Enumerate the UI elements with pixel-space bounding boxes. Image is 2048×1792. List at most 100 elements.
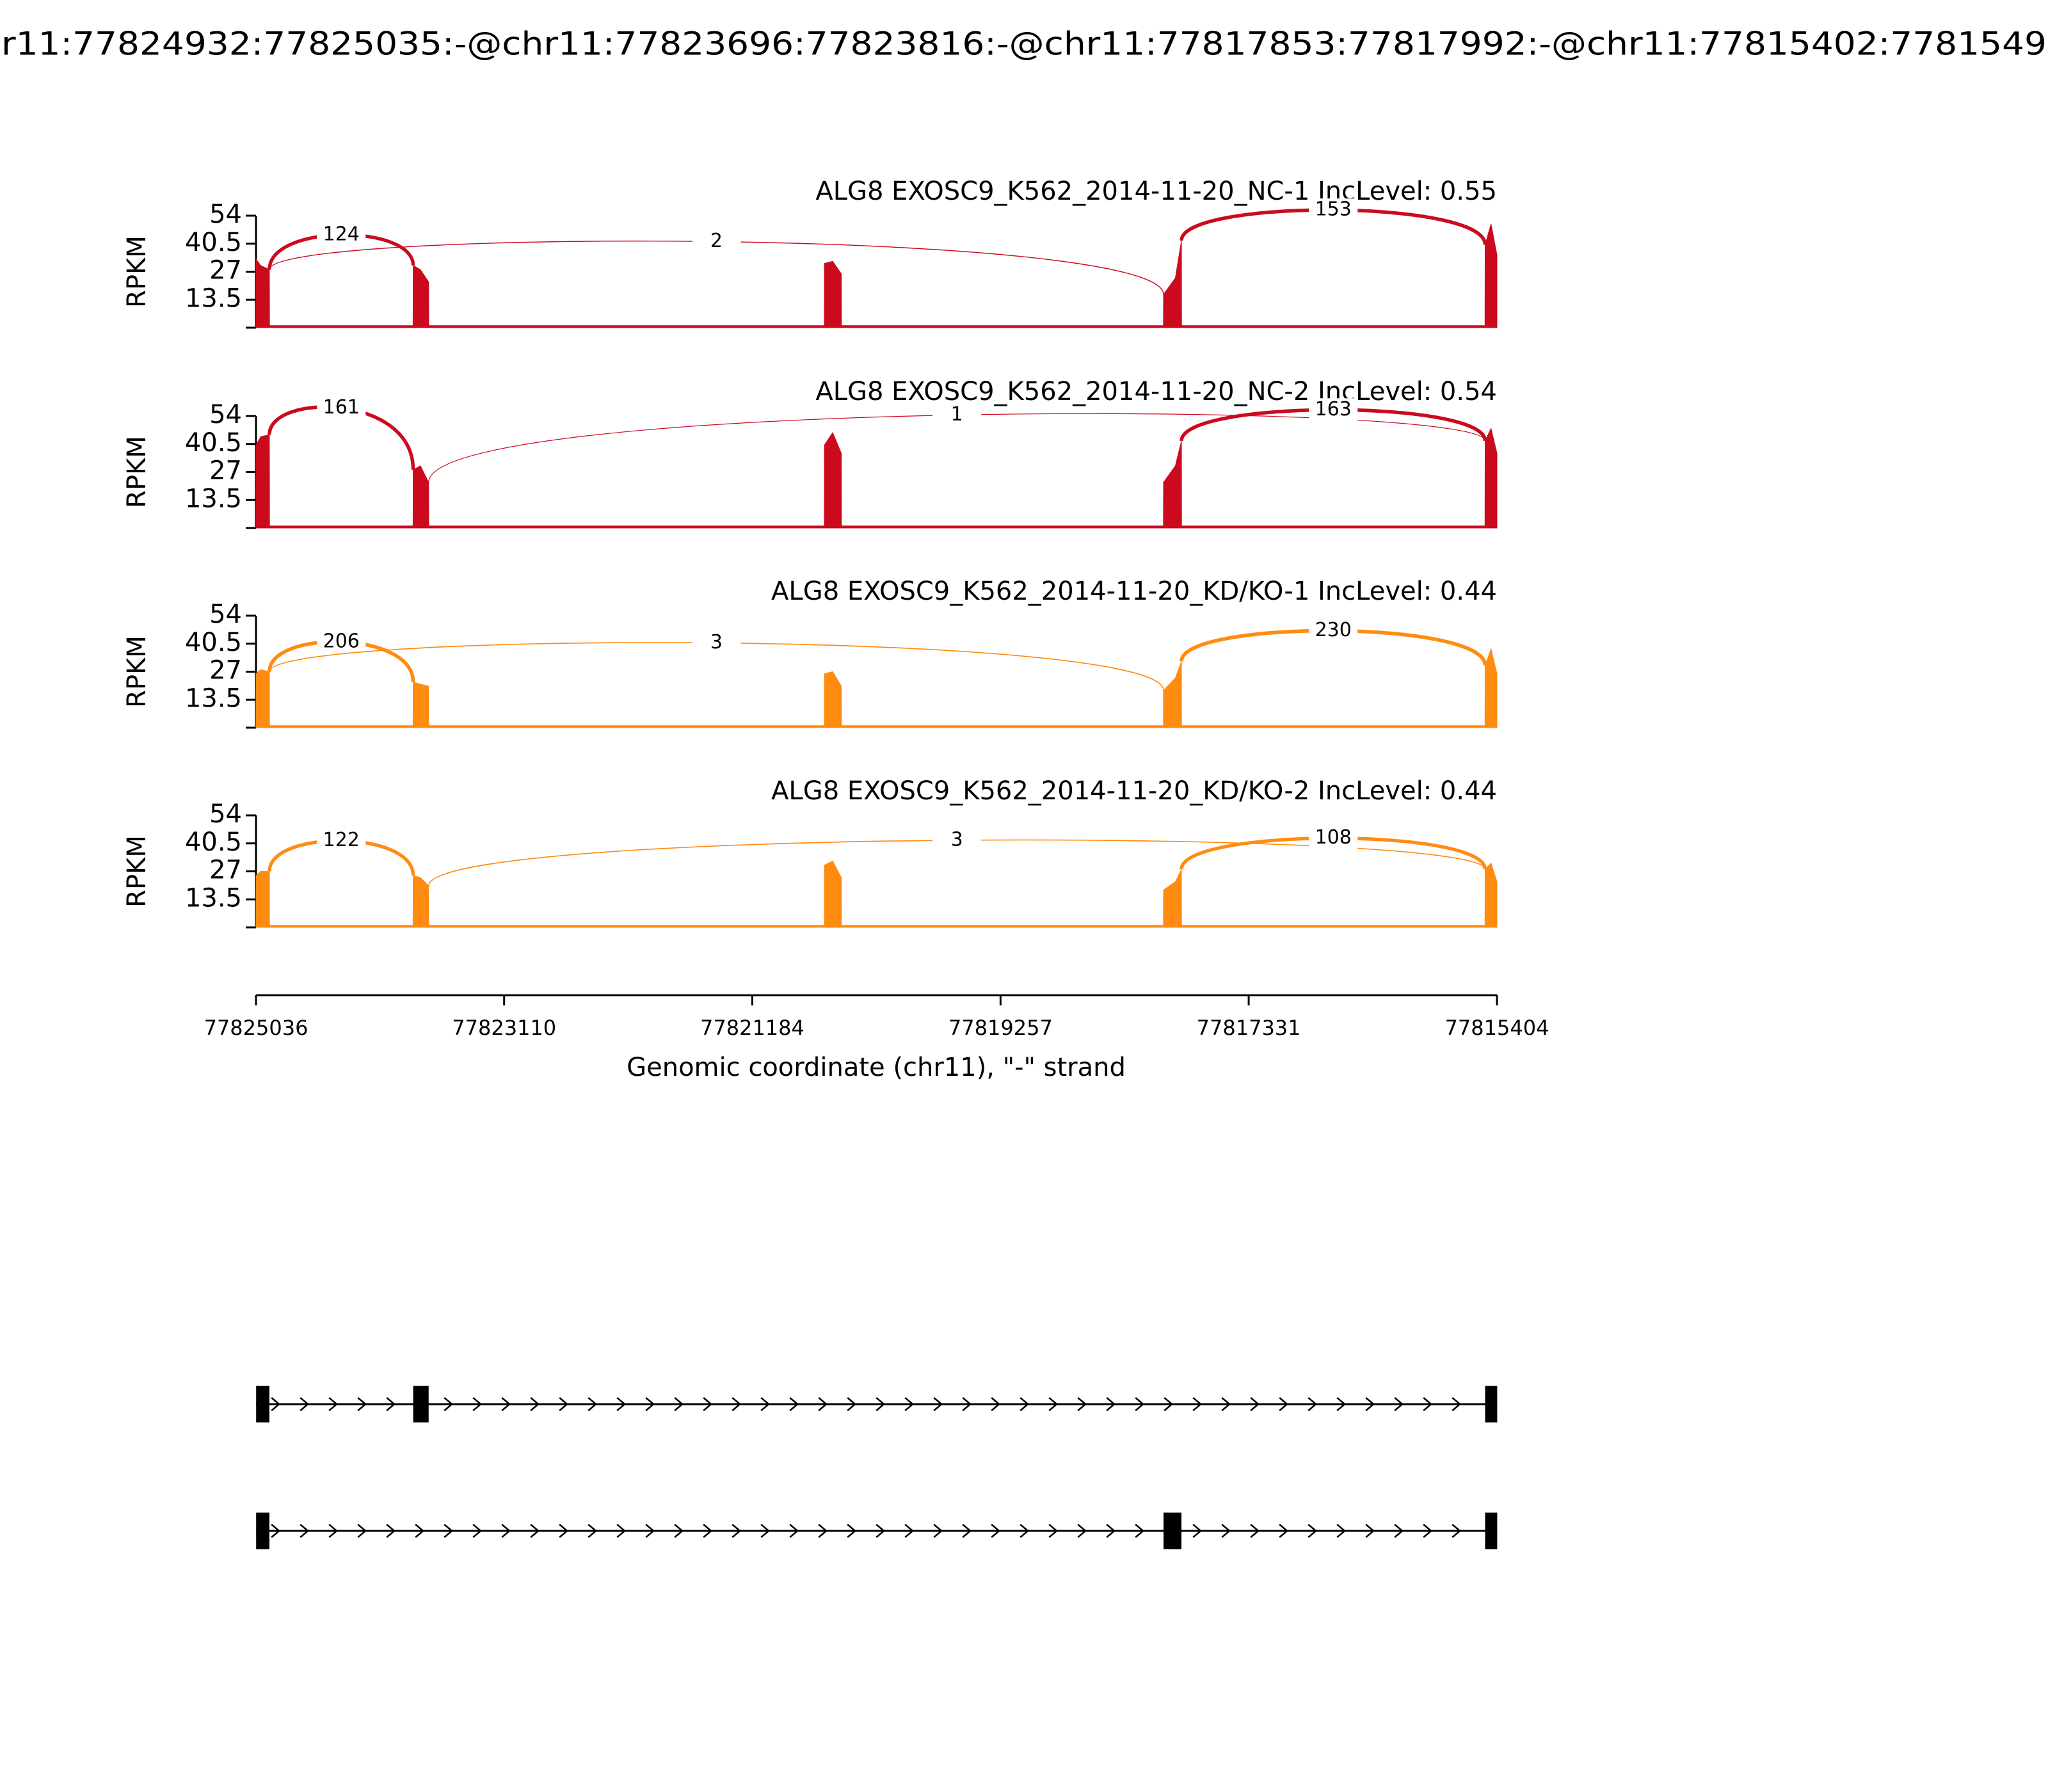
strand-chevron bbox=[760, 1397, 771, 1411]
junction-label: 206 bbox=[323, 630, 360, 652]
strand-chevron bbox=[1423, 1524, 1433, 1538]
transcript bbox=[256, 1386, 1498, 1423]
strand-chevron bbox=[328, 1397, 339, 1411]
strand-chevron bbox=[501, 1397, 511, 1411]
y-tick-label: 13.5 bbox=[185, 883, 242, 913]
junction-label-bg bbox=[932, 403, 982, 427]
strand-chevron bbox=[530, 1524, 540, 1538]
junction-label: 108 bbox=[1315, 826, 1352, 849]
junction-label-bg bbox=[932, 828, 982, 852]
strand-chevron bbox=[1221, 1524, 1231, 1538]
strand-chevron bbox=[1135, 1524, 1145, 1538]
x-tick-label: 77815404 bbox=[1445, 1016, 1549, 1040]
junction-label: 163 bbox=[1315, 398, 1352, 420]
junction-label: 3 bbox=[951, 828, 963, 851]
coverage-area bbox=[255, 427, 1498, 529]
junction-label-bg bbox=[1309, 826, 1358, 850]
strand-chevron bbox=[991, 1397, 1001, 1411]
y-tick-label: 27 bbox=[209, 856, 242, 885]
strand-chevron bbox=[847, 1397, 857, 1411]
transcript bbox=[256, 1512, 1498, 1549]
coverage-area bbox=[255, 860, 1498, 928]
strand-chevron bbox=[904, 1524, 915, 1538]
strand-chevron bbox=[1135, 1397, 1145, 1411]
strand-chevron bbox=[760, 1524, 771, 1538]
strand-chevron bbox=[415, 1524, 425, 1538]
strand-chevron bbox=[559, 1397, 569, 1411]
strand-chevron bbox=[1365, 1397, 1375, 1411]
strand-chevron bbox=[1221, 1397, 1231, 1411]
junction-label: 230 bbox=[1315, 619, 1352, 641]
junction-label-bg bbox=[317, 630, 366, 653]
junction-label-bg bbox=[317, 223, 366, 246]
track-title: ALG8 EXOSC9_K562_2014-11-20_NC-2 IncLeve… bbox=[815, 377, 1497, 406]
strand-chevron bbox=[962, 1524, 972, 1538]
strand-chevron bbox=[933, 1397, 943, 1411]
exon bbox=[1164, 1512, 1181, 1549]
strand-chevron bbox=[1250, 1397, 1260, 1411]
strand-chevron bbox=[1308, 1524, 1318, 1538]
y-tick-label: 40.5 bbox=[185, 828, 242, 857]
strand-chevron bbox=[1106, 1524, 1116, 1538]
junction-label: 124 bbox=[323, 223, 360, 245]
track-title: ALG8 EXOSC9_K562_2014-11-20_KD/KO-2 IncL… bbox=[771, 776, 1497, 806]
strand-chevron bbox=[732, 1397, 742, 1411]
y-tick-label: 54 bbox=[209, 600, 242, 629]
strand-chevron bbox=[616, 1397, 627, 1411]
strand-chevron bbox=[1192, 1524, 1203, 1538]
strand-chevron bbox=[1308, 1397, 1318, 1411]
strand-chevron bbox=[1452, 1524, 1462, 1538]
strand-chevron bbox=[818, 1524, 828, 1538]
y-tick-label: 13.5 bbox=[185, 484, 242, 513]
strand-chevron bbox=[1279, 1524, 1289, 1538]
junction-label: 1 bbox=[951, 403, 963, 426]
junction-label: 122 bbox=[323, 829, 360, 851]
strand-chevron bbox=[991, 1524, 1001, 1538]
strand-chevron bbox=[444, 1397, 454, 1411]
junction-label-bg bbox=[1309, 398, 1358, 422]
strand-chevron bbox=[732, 1524, 742, 1538]
strand-chevron bbox=[876, 1397, 886, 1411]
strand-chevron bbox=[674, 1524, 684, 1538]
junction-label-bg bbox=[1309, 619, 1358, 643]
junction-label: 153 bbox=[1315, 198, 1352, 221]
y-axis-label: RPKM bbox=[122, 236, 152, 308]
x-tick-label: 77823110 bbox=[452, 1016, 556, 1040]
strand-chevron bbox=[501, 1524, 511, 1538]
track-title: ALG8 EXOSC9_K562_2014-11-20_NC-1 IncLeve… bbox=[815, 177, 1497, 206]
strand-chevron bbox=[1336, 1524, 1347, 1538]
strand-chevron bbox=[271, 1397, 281, 1411]
strand-chevron bbox=[444, 1524, 454, 1538]
strand-chevron bbox=[1077, 1524, 1087, 1538]
x-tick-label: 77817331 bbox=[1197, 1016, 1301, 1040]
junction-label: 161 bbox=[323, 396, 360, 419]
junction-label-bg bbox=[692, 230, 741, 253]
strand-chevron bbox=[962, 1397, 972, 1411]
exon bbox=[413, 1386, 429, 1423]
y-tick-label: 13.5 bbox=[185, 284, 242, 313]
strand-chevron bbox=[1336, 1397, 1347, 1411]
strand-chevron bbox=[1077, 1397, 1087, 1411]
exon bbox=[1485, 1512, 1498, 1549]
y-axis-label: RPKM bbox=[122, 636, 152, 708]
x-axis-label: Genomic coordinate (chr11), "-" strand bbox=[627, 1053, 1126, 1082]
strand-chevron bbox=[933, 1524, 943, 1538]
strand-chevron bbox=[904, 1397, 915, 1411]
strand-chevron bbox=[1048, 1397, 1059, 1411]
strand-chevron bbox=[1365, 1524, 1375, 1538]
strand-chevron bbox=[300, 1397, 310, 1411]
y-tick-label: 40.5 bbox=[185, 228, 242, 257]
exon bbox=[256, 1386, 269, 1423]
strand-chevron bbox=[674, 1397, 684, 1411]
x-tick-label: 77821184 bbox=[700, 1016, 804, 1040]
y-tick-label: 54 bbox=[209, 400, 242, 429]
strand-chevron bbox=[789, 1397, 799, 1411]
strand-chevron bbox=[559, 1524, 569, 1538]
x-tick-label: 77819257 bbox=[948, 1016, 1053, 1040]
strand-chevron bbox=[1394, 1524, 1404, 1538]
